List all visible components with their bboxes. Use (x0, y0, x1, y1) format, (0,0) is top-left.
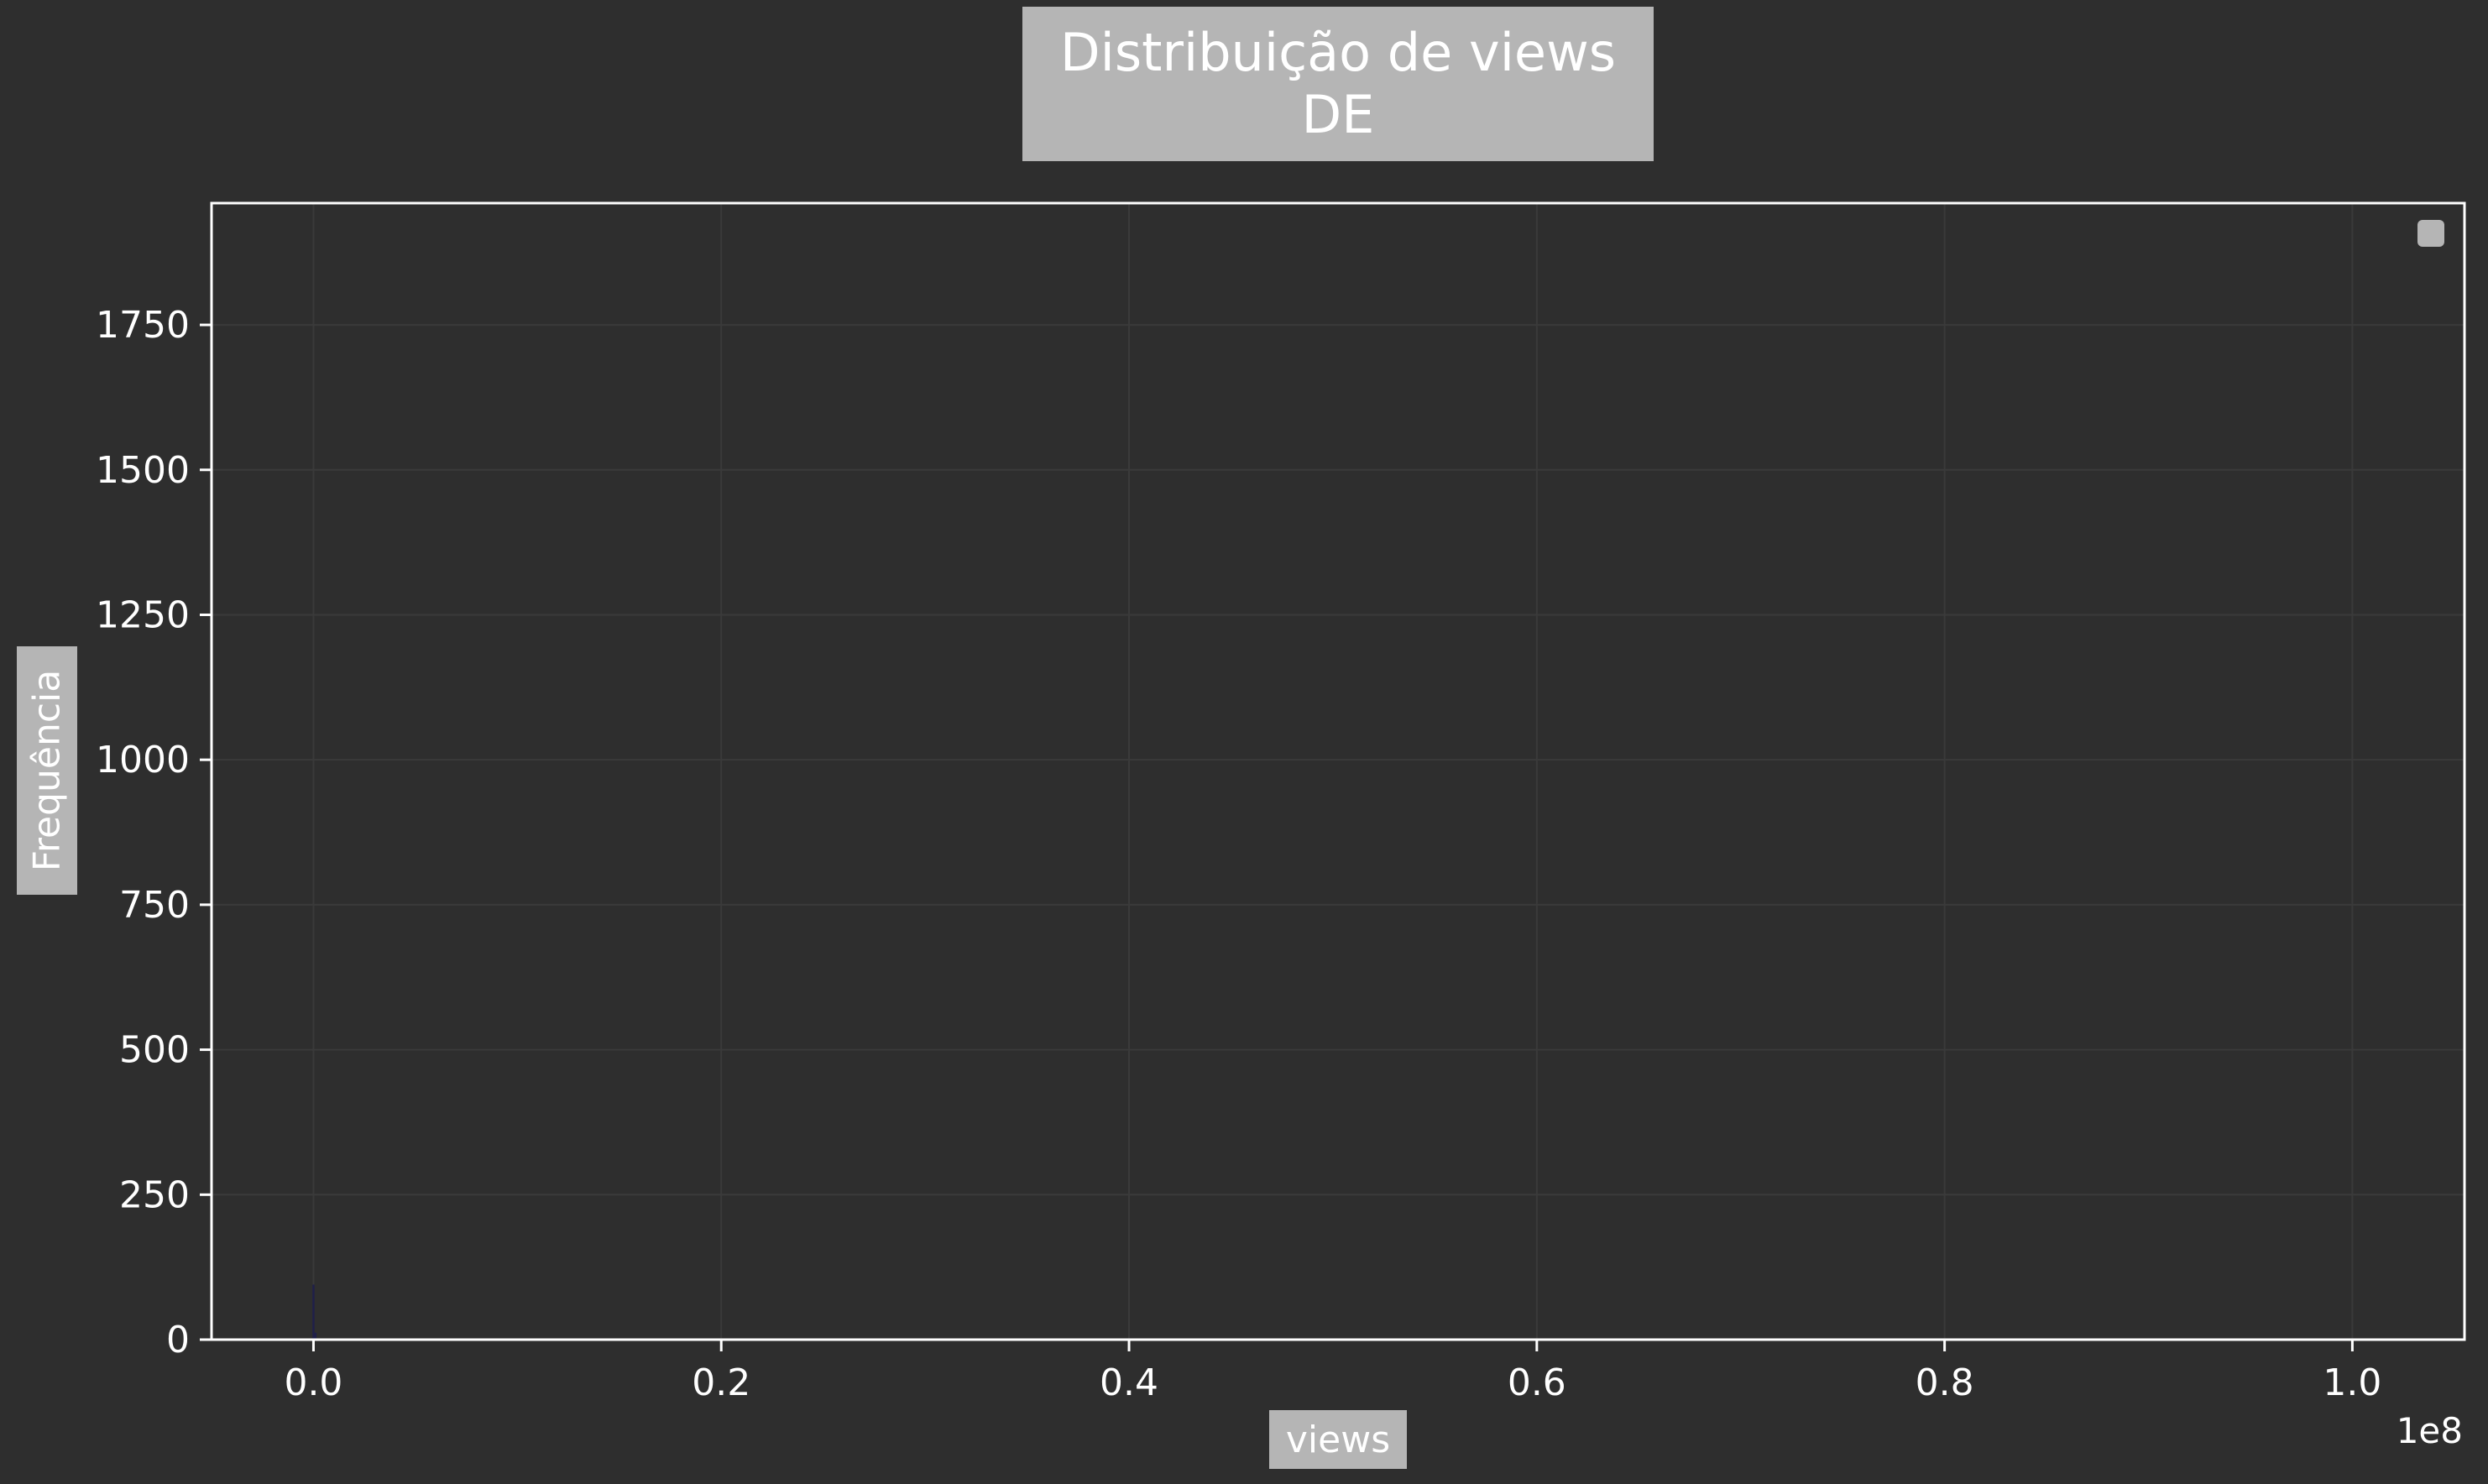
histogram-bars (312, 1284, 317, 1340)
x-axis-offset-label: 1e8 (2396, 1410, 2463, 1451)
y-tick-label: 1000 (96, 739, 190, 781)
chart-title-line-1: Distribuição de views (1059, 22, 1617, 83)
plot-area (212, 203, 2464, 1340)
x-tick-label: 0.6 (1508, 1361, 1566, 1404)
y-tick-label: 1500 (96, 449, 190, 492)
axis-ticks: 0.0 0.2 0.4 0.6 0.8 1.0 0 250 500 750 1000 1250 1500… (96, 304, 2381, 1404)
y-tick-label: 0 (166, 1319, 190, 1361)
x-tick-label: 1.0 (2323, 1361, 2381, 1404)
y-axis-label: Frequência (25, 669, 69, 872)
plot-frame (210, 201, 2466, 1341)
x-tick-label: 0.0 (284, 1361, 342, 1404)
y-tick-label: 750 (119, 884, 190, 927)
grid-lines (212, 203, 2464, 1340)
x-tick-label: 0.4 (1100, 1361, 1158, 1404)
y-tick-label: 250 (119, 1173, 190, 1216)
x-tick-label: 0.8 (1916, 1361, 1974, 1404)
y-tick-label: 500 (119, 1029, 190, 1072)
x-axis-label: views (1269, 1410, 1407, 1469)
histogram-bar (312, 1284, 315, 1340)
chart-title: Distribuição de views DE (1022, 7, 1654, 161)
x-tick-label: 0.2 (692, 1361, 750, 1404)
y-tick-label: 1750 (96, 304, 190, 347)
histogram-bar (314, 1332, 317, 1340)
y-tick-label: 1250 (96, 593, 190, 636)
y-axis-label-box (17, 646, 77, 895)
legend-box (2417, 220, 2444, 247)
chart-title-line-2: DE (1301, 84, 1375, 145)
